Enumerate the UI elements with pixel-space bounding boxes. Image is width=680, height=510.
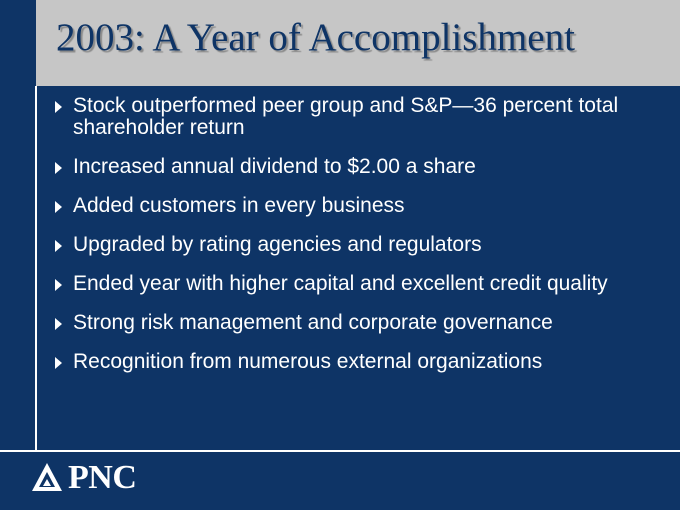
bullet-text: Ended year with higher capital and excel… [73,272,608,295]
bullet-arrow-icon [55,279,62,291]
horizontal-divider [0,450,680,452]
bullet-text: Stock outperformed peer group and S&P—36… [73,94,619,139]
bullet-item: Stock outperformed peer group and S&P—36… [54,95,670,139]
vertical-divider [35,86,37,451]
bullet-arrow-icon [55,101,62,113]
bullet-text: Added customers in every business [73,194,405,217]
bullet-arrow-icon [55,240,62,252]
bullet-item: Strong risk management and corporate gov… [54,312,670,334]
bullet-text: Upgraded by rating agencies and regulato… [73,233,482,256]
bullet-text: Strong risk management and corporate gov… [73,311,553,334]
title-bar [0,0,680,86]
bullet-item: Added customers in every business [54,195,670,217]
pnc-logo: PNC [30,458,137,498]
bullet-item: Upgraded by rating agencies and regulato… [54,234,670,256]
bullet-list: Stock outperformed peer group and S&P—36… [54,95,670,390]
slide-title: 2003: A Year of Accomplishment [56,16,575,59]
pnc-triangle-logo-icon [32,463,62,491]
bullet-item: Ended year with higher capital and excel… [54,273,670,295]
bullet-arrow-icon [55,318,62,330]
left-stripe [0,0,36,86]
logo-text: PNC [68,459,137,496]
bullet-item: Increased annual dividend to $2.00 a sha… [54,156,670,178]
bullet-arrow-icon [55,162,62,174]
bullet-arrow-icon [55,357,62,369]
bullet-item: Recognition from numerous external organ… [54,351,670,373]
bullet-arrow-icon [55,201,62,213]
bullet-text: Increased annual dividend to $2.00 a sha… [73,155,476,178]
bullet-text: Recognition from numerous external organ… [73,350,543,373]
